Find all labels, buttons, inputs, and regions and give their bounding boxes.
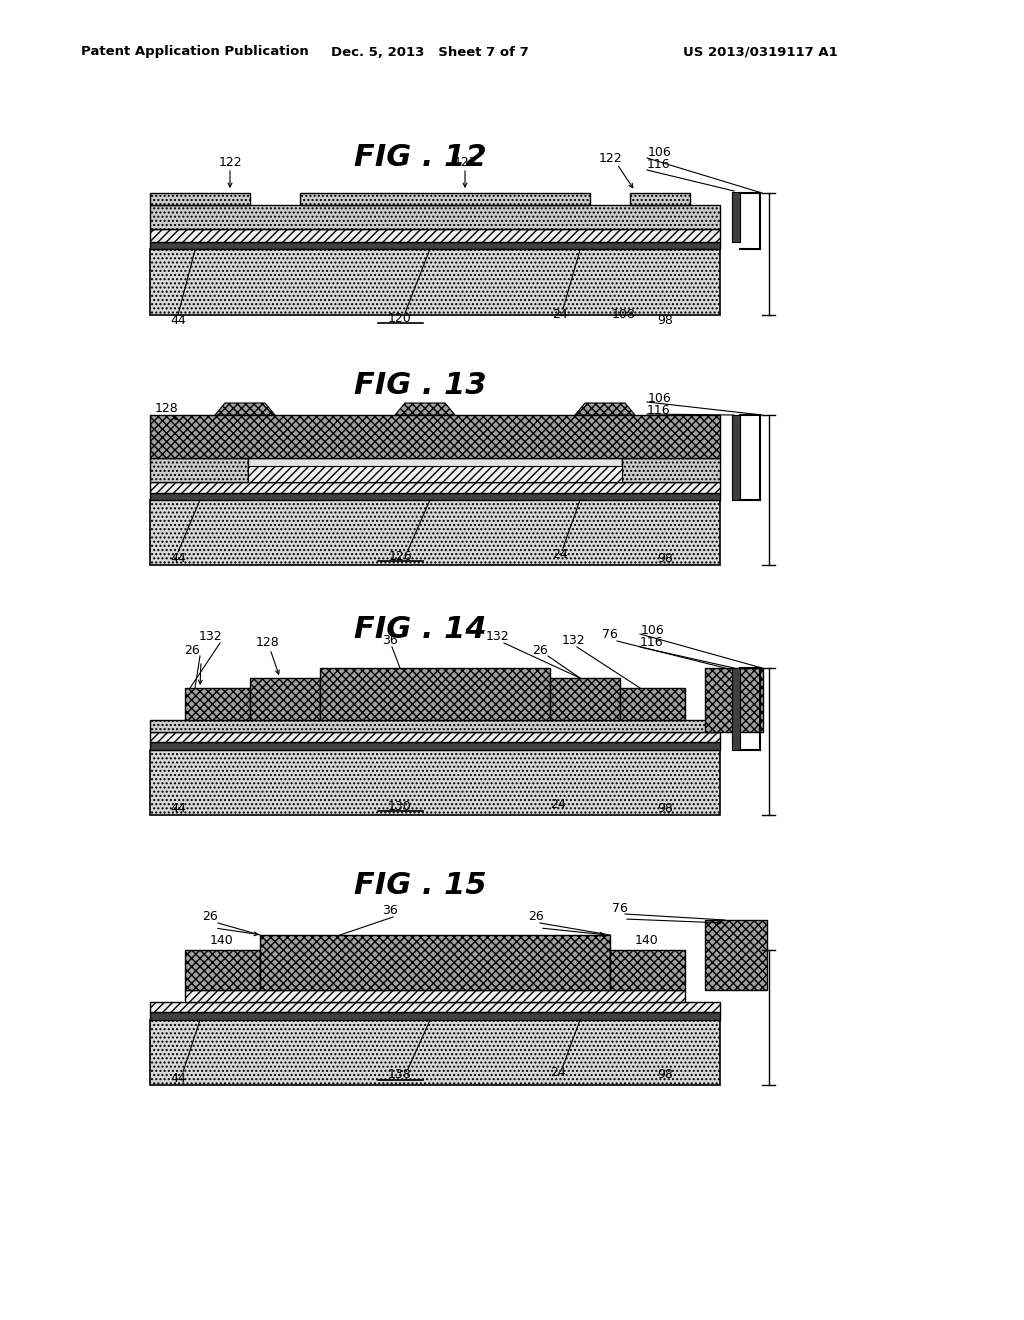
Bar <box>705 920 767 990</box>
Bar <box>150 414 720 458</box>
Bar <box>185 990 685 1002</box>
Bar <box>732 191 740 242</box>
Bar <box>150 500 720 565</box>
Bar <box>150 750 720 814</box>
Text: 120: 120 <box>388 312 412 325</box>
Text: 98: 98 <box>657 801 673 814</box>
Text: 76: 76 <box>602 628 617 642</box>
Text: 132: 132 <box>485 631 509 644</box>
Text: 98: 98 <box>657 1068 673 1081</box>
Text: 106: 106 <box>648 392 672 404</box>
Text: 122: 122 <box>454 156 477 169</box>
Text: 44: 44 <box>170 314 186 326</box>
Text: 26: 26 <box>184 644 200 656</box>
Bar <box>300 193 590 205</box>
Bar <box>150 482 720 492</box>
Bar <box>150 492 720 500</box>
Text: 24: 24 <box>550 797 566 810</box>
Text: FIG . 15: FIG . 15 <box>353 870 486 899</box>
Bar <box>150 1020 720 1085</box>
Text: 138: 138 <box>388 1068 412 1081</box>
Text: 106: 106 <box>641 623 665 636</box>
Text: 128: 128 <box>155 401 179 414</box>
Bar <box>150 1012 720 1020</box>
Bar <box>150 719 720 733</box>
Text: 26: 26 <box>528 911 544 924</box>
Text: 106: 106 <box>648 147 672 160</box>
Text: 24: 24 <box>552 309 568 322</box>
Text: 44: 44 <box>170 552 186 565</box>
Bar <box>150 228 720 242</box>
Text: 122: 122 <box>598 152 622 165</box>
Text: 116: 116 <box>639 636 663 649</box>
Bar <box>185 950 260 990</box>
Text: 130: 130 <box>388 800 412 813</box>
Bar <box>705 668 763 733</box>
Bar <box>150 249 720 315</box>
Bar <box>150 733 720 742</box>
Text: 44: 44 <box>170 1072 186 1085</box>
Polygon shape <box>395 403 455 414</box>
Bar <box>319 668 550 719</box>
Text: 36: 36 <box>382 903 398 916</box>
Bar <box>248 466 622 482</box>
Bar <box>620 688 685 719</box>
Bar <box>185 688 250 719</box>
Bar <box>550 678 620 719</box>
Bar <box>248 458 622 482</box>
Text: Dec. 5, 2013   Sheet 7 of 7: Dec. 5, 2013 Sheet 7 of 7 <box>331 45 528 58</box>
Bar <box>150 742 720 750</box>
Text: 140: 140 <box>210 933 233 946</box>
Text: FIG . 13: FIG . 13 <box>353 371 486 400</box>
Bar <box>260 935 610 990</box>
Bar <box>150 193 250 205</box>
Polygon shape <box>575 403 635 414</box>
Text: 24: 24 <box>550 1065 566 1078</box>
Text: Patent Application Publication: Patent Application Publication <box>81 45 309 58</box>
Text: 128: 128 <box>256 636 280 649</box>
Text: 98: 98 <box>657 314 673 326</box>
Bar <box>732 668 740 750</box>
Text: 26: 26 <box>202 911 218 924</box>
Text: FIG . 12: FIG . 12 <box>353 144 486 173</box>
Bar <box>610 950 685 990</box>
Text: 76: 76 <box>612 902 628 915</box>
Text: US 2013/0319117 A1: US 2013/0319117 A1 <box>683 45 838 58</box>
Text: 108: 108 <box>612 309 636 322</box>
Text: 132: 132 <box>561 635 585 648</box>
Polygon shape <box>215 403 275 414</box>
Text: 116: 116 <box>646 404 670 417</box>
Bar <box>250 678 319 719</box>
Text: 116: 116 <box>646 158 670 172</box>
Text: 140: 140 <box>635 933 658 946</box>
Bar <box>150 205 720 228</box>
Bar <box>732 414 740 500</box>
Text: FIG . 14: FIG . 14 <box>353 615 486 644</box>
Bar <box>622 458 720 482</box>
Bar <box>630 193 690 205</box>
Text: 132: 132 <box>199 631 222 644</box>
Text: 24: 24 <box>552 548 568 561</box>
Text: 36: 36 <box>382 635 398 648</box>
Text: 126: 126 <box>388 549 412 562</box>
Text: 122: 122 <box>218 156 242 169</box>
Text: 44: 44 <box>170 801 186 814</box>
Text: 98: 98 <box>657 552 673 565</box>
Bar <box>150 458 248 482</box>
Text: 26: 26 <box>532 644 548 656</box>
Bar <box>150 1002 720 1012</box>
Bar <box>150 242 720 249</box>
